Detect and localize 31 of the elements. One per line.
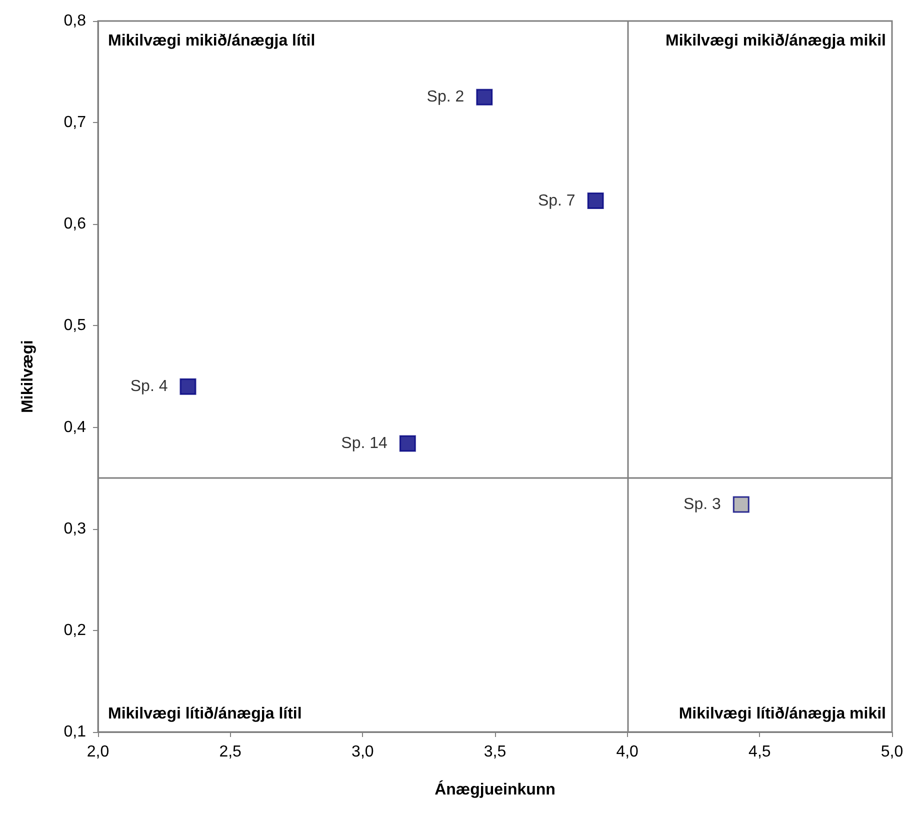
series-label: Sp. 7 (538, 192, 576, 210)
y-tick-label: 0,8 (64, 12, 86, 30)
y-tick-label: 0,1 (64, 724, 86, 740)
series-label: Sp. 14 (341, 435, 388, 452)
x-tick-label: 4,5 (748, 744, 771, 760)
x-tick-label: 3,0 (352, 744, 374, 760)
point (587, 192, 604, 210)
y-tick-label: 0,2 (64, 622, 86, 639)
annotation: Mikilvægi lítið/ánægja mikil (678, 706, 886, 722)
y-tick-label: 0,5 (64, 317, 86, 334)
point (399, 435, 416, 452)
series-label: Sp. 2 (426, 88, 464, 106)
series-label: Sp. 4 (130, 378, 168, 396)
point (476, 88, 493, 106)
point (180, 378, 196, 395)
y-tick-label: 0,4 (64, 418, 86, 436)
y-tick-label: 0,3 (64, 520, 86, 538)
x-tick-label: 2,5 (219, 744, 242, 760)
annotation: Mikilvægi mikið/ánægja mikil (665, 32, 886, 50)
x-tick-label: 2,0 (86, 744, 110, 760)
annotation: Mikilvægi mikið/ánægja lítil (108, 32, 316, 50)
x-axis-title: Ánægjueinkunn (434, 780, 556, 798)
annotation: Mikilvægi lítið/ánægja lítil (108, 706, 302, 722)
x-tick-label: 3,5 (484, 744, 506, 760)
y-axis-title: Mikilvægi (20, 340, 36, 413)
y-tick-label: 0,6 (64, 216, 86, 233)
x-tick-label: 4,0 (616, 744, 639, 760)
point (732, 496, 750, 513)
x-tick-label: 5,0 (880, 744, 904, 760)
y-tick-label: 0,7 (64, 114, 86, 132)
series-label: Sp. 3 (684, 496, 721, 513)
